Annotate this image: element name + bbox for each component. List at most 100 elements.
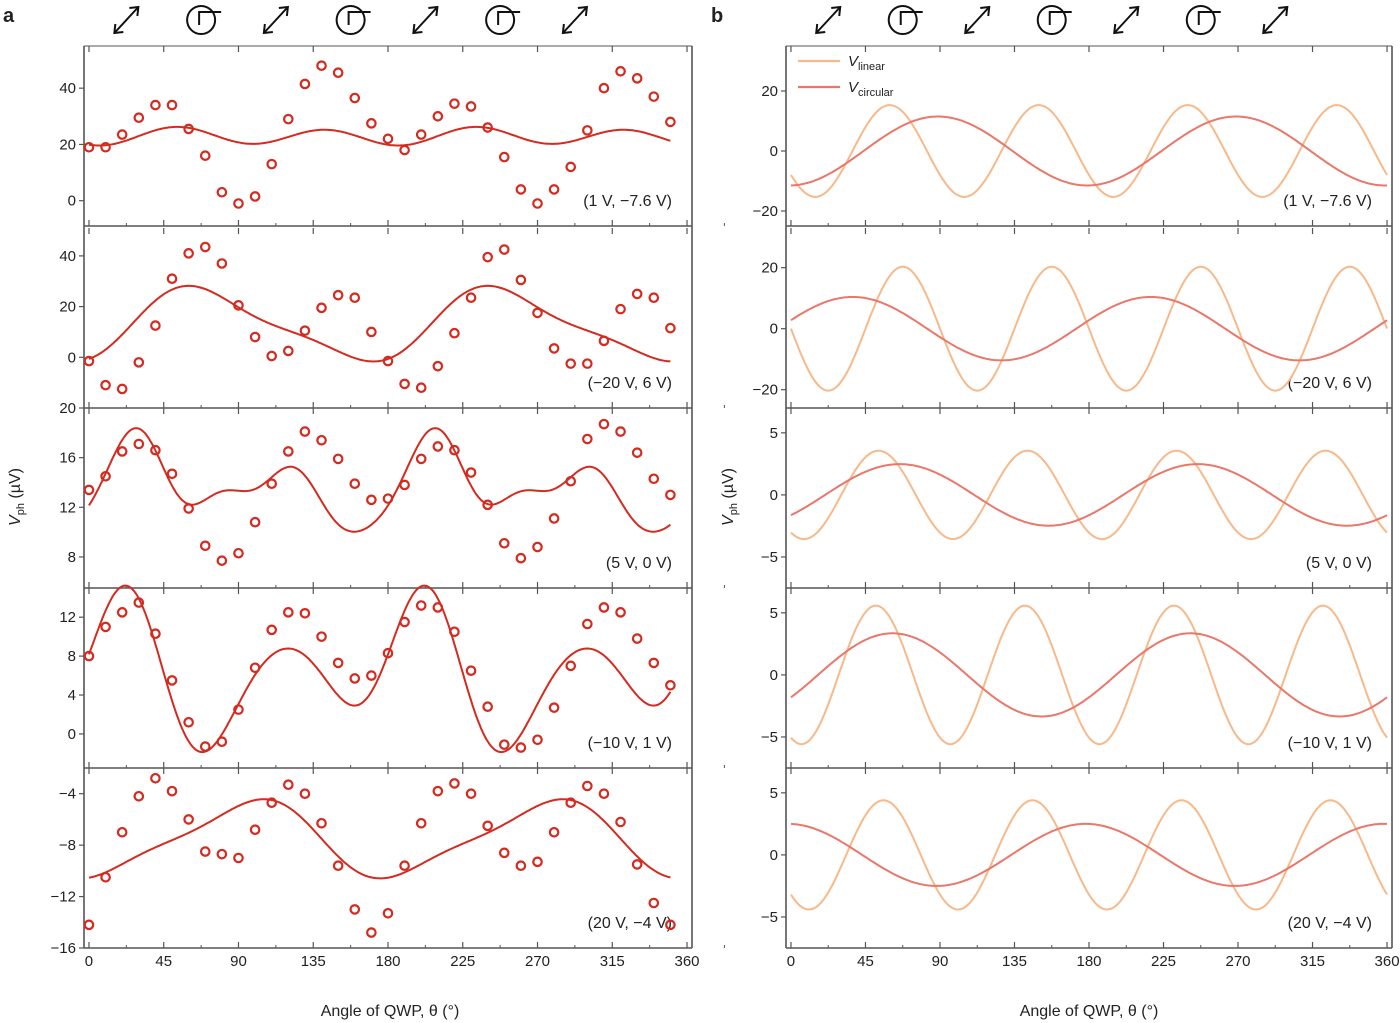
fit-curve xyxy=(88,284,671,363)
data-point xyxy=(266,350,278,362)
data-point xyxy=(449,98,460,109)
circle-icon xyxy=(1185,5,1221,35)
data-point xyxy=(598,418,610,430)
data-point xyxy=(199,540,211,552)
y-tick-label: 4 xyxy=(68,687,76,704)
data-point xyxy=(565,660,577,672)
arrow-shaft xyxy=(964,6,990,34)
data-point xyxy=(183,248,194,259)
data-point xyxy=(648,91,660,102)
data-point xyxy=(449,626,460,638)
data-point xyxy=(415,129,427,140)
subplot-row-2: 0 20 40 (−20 V, 6 V) xyxy=(59,228,725,409)
legend: Vlinear Vcircular xyxy=(798,53,894,99)
y-tick-label: 20 xyxy=(761,260,778,277)
data-point xyxy=(648,473,660,485)
arrow-shaft xyxy=(562,6,588,34)
data-point xyxy=(150,444,161,456)
double-arrow-icon xyxy=(1113,5,1140,35)
x-tick-label: 45 xyxy=(155,953,172,970)
data-point xyxy=(332,289,344,301)
data-point xyxy=(166,273,178,285)
circle-marker xyxy=(497,11,521,25)
legend-linear-sub: linear xyxy=(858,61,885,73)
data-point xyxy=(615,816,626,828)
subplot-row-4: 0 4 8 12 (−10 V, 1 V) xyxy=(59,584,725,769)
double-arrow-icon xyxy=(262,5,290,35)
y-tick-label: 20 xyxy=(59,299,76,316)
condition-label: (5 V, 0 V) xyxy=(1306,555,1372,572)
data-point xyxy=(116,129,128,140)
fit-curve xyxy=(88,798,671,880)
data-point xyxy=(465,292,477,304)
circle-ring xyxy=(485,5,516,35)
data-point xyxy=(482,122,493,133)
data-point xyxy=(83,650,95,662)
condition-label: (1 V, −7.6 V) xyxy=(583,193,672,210)
data-point xyxy=(299,788,311,800)
data-point xyxy=(532,541,543,553)
y-tick-label: 0 xyxy=(770,667,778,684)
data-point xyxy=(100,871,111,883)
arrow-shaft xyxy=(815,6,841,34)
data-point xyxy=(532,307,543,319)
data-point xyxy=(266,478,278,490)
x-tick-label: 135 xyxy=(301,953,326,970)
data-point xyxy=(299,325,311,336)
data-point xyxy=(332,860,344,872)
series-linear xyxy=(790,604,1388,746)
y-tick-label: 12 xyxy=(59,609,76,626)
data-point xyxy=(249,516,261,528)
arrow-head xyxy=(831,5,842,17)
subplot-row-1: 0 20 40 (1 V, −7.6 V) xyxy=(59,45,725,227)
y-tick-label: 20 xyxy=(761,83,778,100)
data-point xyxy=(399,860,410,872)
x-tick-label: 0 xyxy=(787,953,795,970)
fit-curve xyxy=(88,125,671,147)
double-arrow-icon xyxy=(964,5,991,35)
data-point xyxy=(665,919,676,931)
circle-ring xyxy=(1185,5,1216,35)
data-point xyxy=(366,494,377,506)
data-point xyxy=(565,161,577,173)
y-tick-label: −16 xyxy=(51,940,76,957)
condition-label: (20 V, −4 V) xyxy=(588,915,672,932)
data-point xyxy=(399,479,410,491)
subplot-row-4: −5 0 5 (−10 V, 1 V) xyxy=(761,588,1392,769)
circle-ring xyxy=(335,5,366,35)
data-point xyxy=(216,736,228,748)
data-point xyxy=(498,847,510,859)
y-tick-label: −5 xyxy=(761,909,778,926)
data-point xyxy=(283,779,294,791)
condition-label: (20 V, −4 V) xyxy=(1288,915,1372,932)
data-point xyxy=(498,538,510,549)
arrow-shaft xyxy=(113,6,140,34)
data-point xyxy=(116,383,128,395)
data-point xyxy=(183,503,194,514)
circle-icon xyxy=(335,5,371,35)
data-point xyxy=(515,184,527,195)
data-point xyxy=(332,453,344,465)
data-point xyxy=(582,125,593,136)
y-tick-label: −4 xyxy=(59,786,76,803)
data-point xyxy=(548,513,560,524)
data-point xyxy=(582,780,593,792)
arrow-head xyxy=(1113,23,1124,35)
data-point xyxy=(216,848,228,860)
data-point xyxy=(233,704,244,715)
data-point xyxy=(449,778,460,789)
subplot-row-5: −16 −12 −8 −4 (20 V, −4 V) xyxy=(51,768,725,957)
y-tick-label: 0 xyxy=(68,193,76,210)
x-tick-label: 45 xyxy=(857,953,874,970)
data-point xyxy=(100,621,111,633)
data-point xyxy=(415,817,427,829)
data-point xyxy=(166,675,178,686)
data-point xyxy=(133,438,145,450)
polarization-icons-a xyxy=(113,5,589,35)
y-tick-label: 12 xyxy=(59,499,76,516)
data-point xyxy=(515,860,527,872)
double-arrow-icon xyxy=(113,5,140,35)
data-point xyxy=(582,358,593,369)
data-point xyxy=(133,790,145,802)
